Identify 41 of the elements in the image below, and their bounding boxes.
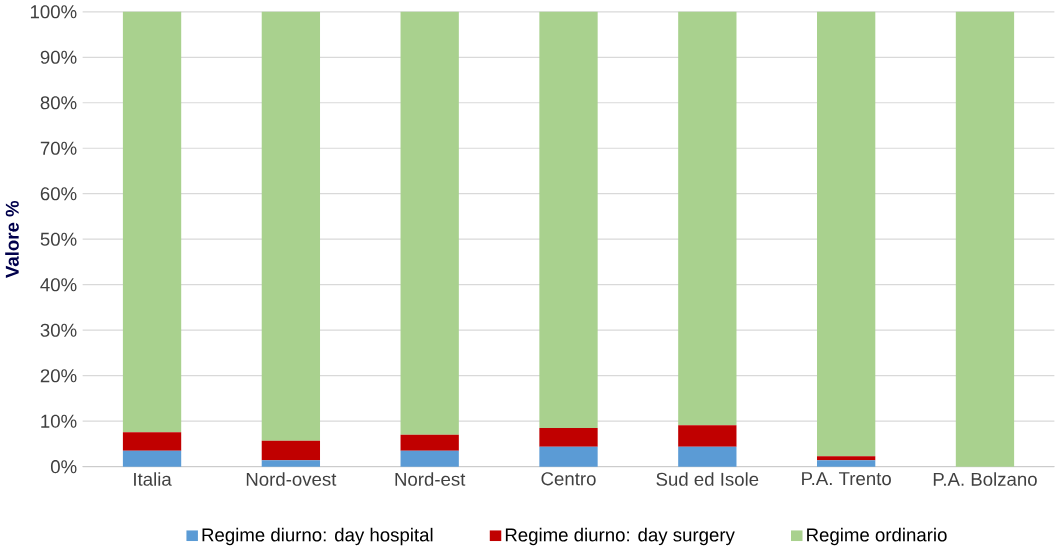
legend-label: Regime diurno: day hospital	[202, 527, 433, 546]
bar	[678, 11, 737, 426]
bar	[400, 450, 459, 467]
y-tick-label: 0%	[50, 460, 77, 474]
bar	[400, 434, 459, 451]
bar	[539, 446, 598, 467]
bar	[400, 11, 459, 435]
x-tick-label: Nord-est	[395, 472, 466, 486]
x-tick-label: P.A. Bolzano	[933, 472, 1037, 486]
y-tick-label: 70%	[40, 141, 77, 155]
bar	[122, 432, 182, 451]
bar	[678, 446, 737, 467]
y-tick-label: 10%	[41, 414, 77, 428]
y-axis-title: Valore %	[5, 200, 19, 279]
y-tick-label: 20%	[40, 369, 77, 383]
y-tick-label: 100%	[30, 5, 77, 19]
x-tick-label: P.A. Trento	[802, 472, 891, 486]
x-tick-label: Nord-ovest	[246, 472, 337, 486]
bar	[539, 11, 598, 429]
x-tick-label: Centro	[541, 472, 596, 486]
y-tick-label: 30%	[40, 323, 77, 337]
x-tick-label: Italia	[134, 472, 172, 486]
y-tick-label: 80%	[40, 96, 77, 110]
y-tick-label: 50%	[40, 232, 77, 246]
x-tick-label: Sud ed Isole	[656, 472, 759, 486]
bar	[261, 460, 321, 467]
bar	[261, 440, 321, 461]
bar	[678, 425, 737, 447]
bar	[261, 11, 321, 441]
bar	[122, 450, 182, 467]
y-tick-label: 60%	[40, 187, 77, 201]
bar	[539, 428, 598, 447]
bar	[955, 11, 1015, 467]
bar	[122, 11, 182, 433]
bar	[817, 11, 876, 457]
legend-label: Regime ordinario	[807, 527, 947, 546]
legend-label: Regime diurno: day surgery	[505, 527, 735, 546]
bar	[817, 456, 876, 461]
y-tick-label: 40%	[40, 278, 77, 292]
bar	[817, 460, 876, 467]
y-tick-label: 90%	[40, 50, 77, 64]
